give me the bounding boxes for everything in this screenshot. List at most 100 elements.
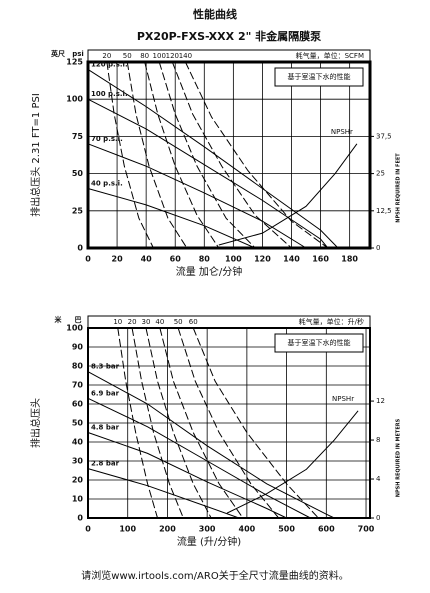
annotation: 基于室温下水的性能: [288, 72, 351, 81]
x-tick-label: 100: [119, 525, 136, 534]
x-tick-label: 200: [159, 525, 176, 534]
y-tick-label: 75: [72, 132, 84, 141]
air-curve: [171, 61, 292, 249]
pressure-curve: [87, 143, 307, 249]
y2-tick-label: 25: [376, 170, 385, 178]
y2-tick-label: 12: [376, 397, 385, 405]
y-tick-label: 30: [72, 457, 84, 466]
air-series-label: 20: [128, 318, 137, 326]
air-label: 耗气量，单位：升/秒: [299, 317, 364, 326]
pressure-label: 6.9 bar: [91, 389, 120, 397]
pressure-label: 2.8 bar: [91, 460, 120, 468]
x-tick-label: 300: [199, 525, 216, 534]
x-tick-label: 500: [278, 525, 295, 534]
pressure-label: 70 p.s.i.: [91, 135, 123, 143]
x-tick-label: 60: [170, 255, 182, 264]
pressure-curve: [87, 371, 335, 519]
pressure-label: 40 p.s.i.: [91, 179, 123, 187]
y-tick-label: 80: [72, 362, 84, 371]
y-tick-label: 25: [72, 206, 84, 215]
y2-tick-label: 4: [376, 475, 381, 483]
x-tick-label: 700: [358, 525, 375, 534]
air-curve: [145, 327, 212, 519]
pressure-label: 120 p.s.i.: [91, 60, 128, 68]
y2-axis-label: NPSH REQUIRED IN METERS: [396, 418, 402, 497]
air-curve: [158, 61, 256, 249]
y-tick-label: 100: [66, 324, 83, 333]
y-axis-label: 排出总压头 2.31 FT=1 PSI: [29, 93, 42, 217]
y-unit: psi: [72, 50, 84, 58]
air-series-label: 100: [153, 52, 166, 60]
y-tick-label: 90: [72, 343, 84, 352]
x-tick-label: 140: [283, 255, 300, 264]
y-tick-label: 0: [77, 244, 83, 253]
y-tick-label: 60: [72, 400, 84, 409]
y-axis-label: 排出总压头: [29, 398, 42, 448]
page-title: 性能曲线: [193, 7, 237, 21]
pressure-label: 8.3 bar: [91, 363, 120, 371]
air-curve: [184, 61, 329, 249]
pressure-curve: [87, 69, 339, 249]
y-tick-label: 50: [72, 419, 84, 428]
air-curve: [144, 61, 220, 249]
air-series-label: 50: [174, 318, 183, 326]
y-unit: 英尺: [50, 49, 65, 58]
pressure-label: 100 p.s.i.: [91, 90, 128, 98]
air-series-label: 50: [123, 52, 132, 60]
air-series-label: 40: [155, 318, 164, 326]
x-axis-label: 流量 (升/分钟): [177, 535, 241, 548]
air-series-label: 80: [140, 52, 149, 60]
y-tick-label: 20: [72, 476, 84, 485]
air-series-label: 30: [142, 318, 151, 326]
y-tick-label: 70: [72, 381, 84, 390]
x-tick-label: 80: [199, 255, 211, 264]
pressure-curve: [87, 432, 287, 519]
y-tick-label: 50: [72, 169, 84, 178]
pressure-curve: [87, 187, 256, 249]
x-tick-label: 20: [112, 255, 124, 264]
air-curve: [192, 327, 319, 519]
air-series-label: 120: [166, 52, 179, 60]
pressure-curve: [87, 468, 240, 519]
y2-tick-label: 37,5: [376, 132, 392, 140]
air-curve: [159, 327, 244, 519]
x-axis-label: 流量 加仑/分钟: [176, 265, 243, 278]
npsh-label: NPSHr: [332, 395, 354, 403]
annotation: 基于室温下水的性能: [288, 338, 351, 347]
plot-frame: [86, 60, 372, 250]
air-label: 耗气量，单位：SCFM: [296, 51, 364, 60]
x-tick-label: 0: [85, 525, 91, 534]
x-tick-label: 100: [225, 255, 242, 264]
y2-axis-label: NPSH REQUIRED IN FEET: [396, 153, 402, 223]
x-tick-label: 40: [141, 255, 153, 264]
x-tick-label: 120: [254, 255, 271, 264]
air-series-label: 60: [189, 318, 198, 326]
y2-tick-label: 0: [376, 244, 380, 252]
npsh-curve: [218, 143, 358, 246]
y-tick-label: 100: [66, 95, 83, 104]
annotation-box: [274, 333, 364, 353]
x-tick-label: 0: [85, 255, 91, 264]
air-series-label: 20: [102, 52, 111, 60]
y-tick-label: 40: [72, 438, 84, 447]
chart-title: PX20P-FXS-XXX 2" 非金属隔膜泵: [137, 29, 321, 43]
air-series-label: 10: [113, 318, 122, 326]
x-tick-label: 600: [318, 525, 335, 534]
air-curve: [117, 327, 158, 519]
annotation-box: [274, 67, 364, 87]
pressure-curve: [87, 397, 311, 519]
pressure-label: 4.8 bar: [91, 424, 120, 432]
y-tick-label: 0: [77, 514, 83, 523]
footer: 请浏览www.irtools.com/ARO关于全尺寸流量曲线的资料。: [81, 569, 348, 582]
y-tick-label: 10: [72, 495, 84, 504]
npsh-label: NPSHr: [331, 128, 353, 136]
x-tick-label: 400: [239, 525, 256, 534]
y2-tick-label: 0: [376, 514, 380, 522]
air-curve: [126, 61, 188, 249]
y-unit: 米: [54, 315, 63, 324]
air-curve: [106, 61, 154, 249]
y-tick-label: 125: [66, 58, 83, 67]
air-series-label: 140: [179, 52, 192, 60]
y2-tick-label: 8: [376, 436, 380, 444]
